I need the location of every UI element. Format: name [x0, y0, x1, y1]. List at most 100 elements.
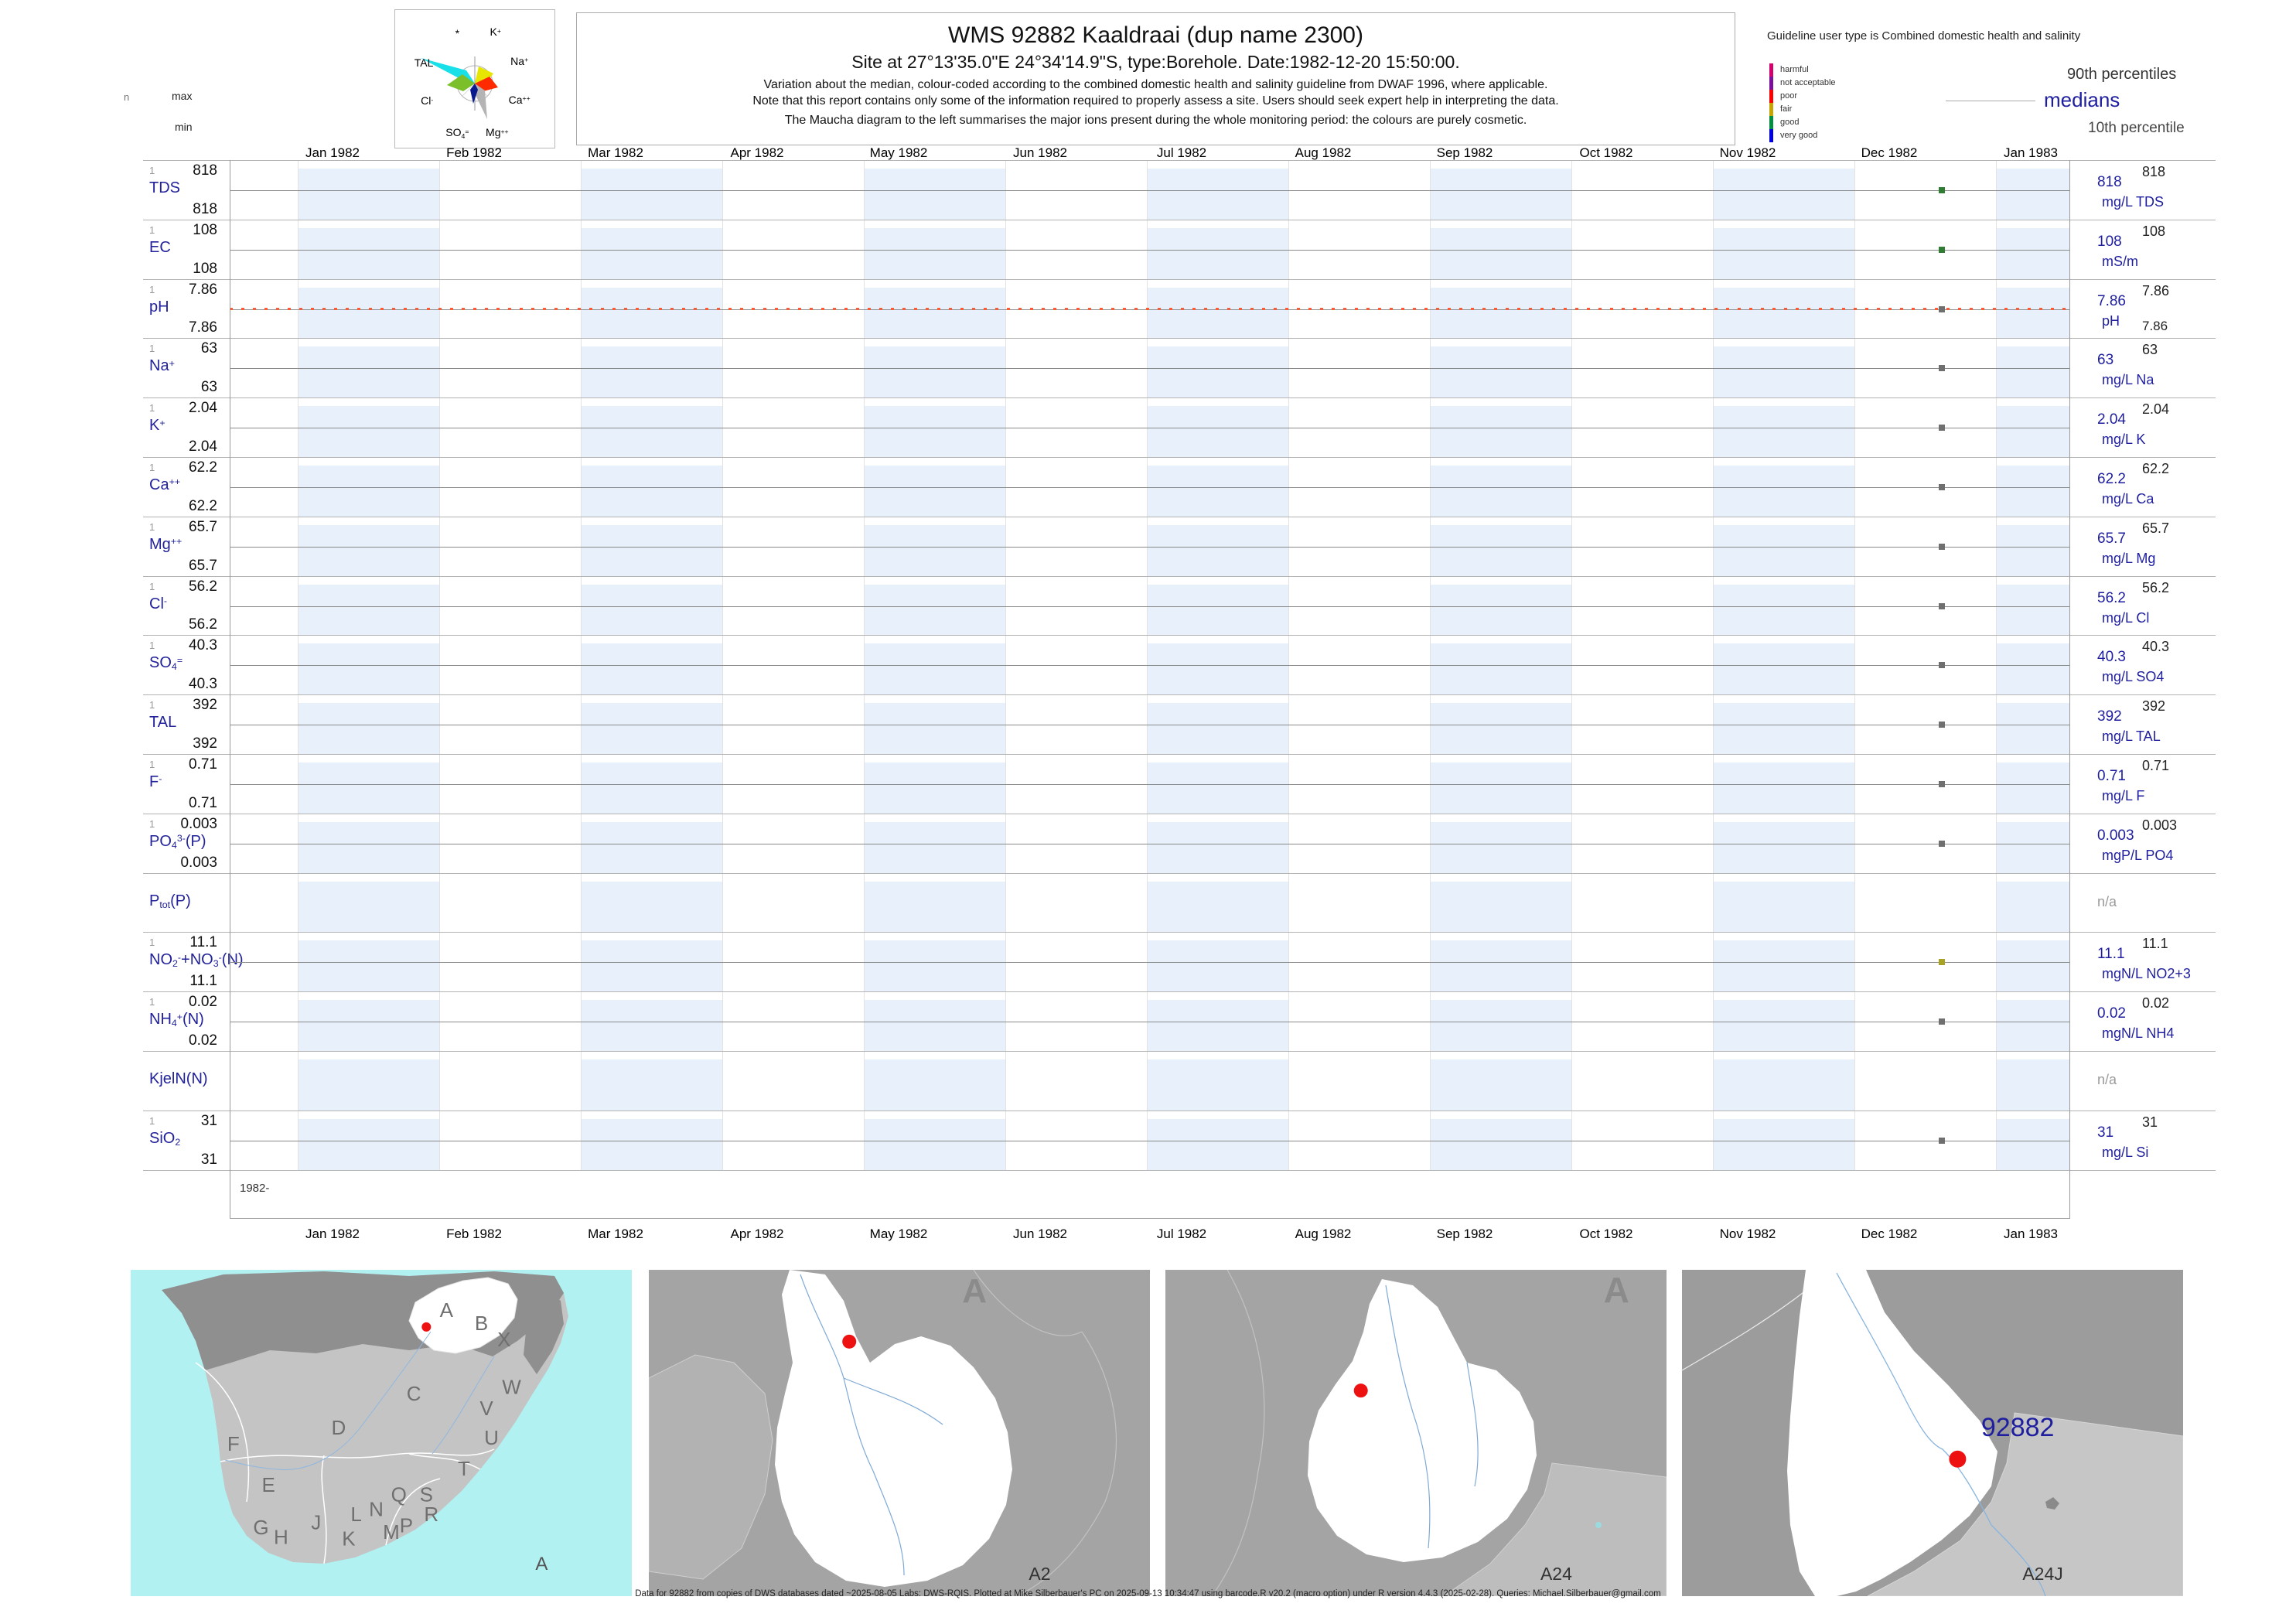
p10-value: 7.86: [2142, 318, 2168, 333]
data-point-marker: [1939, 543, 1945, 550]
neighbour-catchment: [648, 1354, 773, 1580]
month-label: Jul 1982: [1156, 1227, 1207, 1241]
month-label: Nov 1982: [1719, 1227, 1776, 1241]
month-column-band: [1147, 346, 1288, 399]
median-line: [230, 962, 2069, 964]
data-point-marker: [1939, 959, 1945, 966]
map-corner-label: A24J: [2022, 1564, 2062, 1584]
param-row-F: 1 0.71 0.71 F- 0.71 0.71 mg/L F: [143, 754, 2216, 814]
sample-count: 1: [149, 580, 155, 592]
month-label: Jan 1982: [305, 145, 360, 160]
drainage-letter-R: R: [424, 1503, 438, 1526]
month-column-band: [1147, 1118, 1288, 1171]
unit-label: mg/L Na: [2102, 372, 2154, 388]
unit-label: mgN/L NO2+3: [2102, 966, 2191, 982]
month-column-band: [1996, 287, 2069, 339]
max-value: 2.04: [189, 400, 217, 417]
max-value: 63: [200, 340, 217, 357]
sample-count: 1: [149, 165, 155, 176]
month-column-band: [1713, 584, 1854, 636]
row-plot-area: [230, 458, 2069, 517]
median-value: 56.2: [2097, 589, 2126, 606]
drainage-letter-N: N: [369, 1498, 384, 1521]
month-column-band: [864, 1059, 1005, 1111]
month-label: Sep 1982: [1436, 145, 1493, 160]
rivers: [224, 1331, 495, 1470]
row-plot-area: [230, 695, 2069, 755]
sample-count: 1: [149, 343, 155, 355]
guideline-class-label: poor: [1780, 91, 1798, 101]
month-column-band: [1430, 466, 1571, 517]
guideline-class-label: very good: [1780, 131, 1818, 140]
month-column-band: [298, 643, 439, 696]
median-value: 65.7: [2097, 530, 2126, 547]
param-row-NH4: 1 0.02 0.02 NH4+(N) 0.02 0.02 mgN/L NH4: [143, 991, 2216, 1052]
median-line: [230, 249, 2069, 251]
month-boundary-line: [1430, 873, 1431, 933]
month-label: May 1982: [869, 145, 928, 160]
row-right-labels: n/a: [2069, 874, 2216, 933]
plot-right-border: [2069, 160, 2070, 1218]
month-column-band: [1996, 1118, 2069, 1171]
median-value: 0.02: [2097, 1005, 2126, 1022]
month-column-band: [298, 524, 439, 577]
maucha-diagram: * K+ TAL Na+ Cl- Ca++ SO4= Mg++: [394, 9, 555, 148]
row-left-labels: 1 56.2 56.2 Cl-: [143, 577, 230, 636]
catchment-a2-shape: [775, 1270, 1012, 1587]
month-column-band: [1713, 881, 1854, 933]
month-label: Apr 1982: [730, 145, 784, 160]
month-column-band: [1147, 169, 1288, 220]
month-column-band: [581, 643, 722, 696]
month-column-band: [298, 1118, 439, 1171]
param-name: TAL: [149, 714, 177, 732]
month-boundary-line: [1571, 873, 1572, 933]
guideline-class-swatch: [1769, 90, 1773, 103]
row-left-labels: 1 818 818 TDS: [143, 161, 230, 220]
month-column-band: [1147, 1000, 1288, 1052]
row-right-labels: 0.003 0.003 mgP/L PO4: [2069, 814, 2216, 874]
maucha-ion-label: *: [455, 27, 460, 40]
max-value: 0.02: [189, 994, 217, 1011]
month-column-band: [581, 703, 722, 755]
site-location-dot: [421, 1322, 432, 1332]
param-row-Ptot: Ptot(P) n/a: [143, 872, 2216, 933]
rivers: [1385, 1285, 1479, 1549]
month-boundary-line: [864, 873, 865, 933]
month-column-band: [1713, 821, 1854, 874]
month-column-band: [1147, 227, 1288, 280]
median-value: 11.1: [2097, 946, 2125, 963]
month-column-band: [298, 940, 439, 993]
maucha-ion-label: Ca++: [508, 93, 531, 106]
drainage-letter-L: L: [350, 1503, 361, 1526]
param-name: TDS: [149, 179, 180, 196]
median-value: 2.04: [2097, 411, 2126, 428]
drainage-letter-M: M: [383, 1520, 400, 1544]
map-a24-labels: A A24: [1353, 1270, 1629, 1584]
maucha-star-icon: [421, 56, 498, 119]
min-value: 0.02: [189, 1032, 217, 1049]
month-column-band: [1430, 1000, 1571, 1052]
month-column-band: [1996, 584, 2069, 636]
map-corner-label: A24: [1540, 1564, 1572, 1584]
p90-value: 31: [2142, 1114, 2158, 1130]
map-primary-a2: A A2: [648, 1269, 1150, 1596]
month-column-band: [1430, 287, 1571, 339]
month-column-band: [298, 703, 439, 755]
month-column-band: [1430, 940, 1571, 993]
month-column-band: [298, 763, 439, 814]
parent-region-letter: A: [962, 1272, 987, 1310]
median-line: [230, 190, 2069, 191]
median-value: 0.003: [2097, 827, 2134, 844]
month-column-band: [1430, 821, 1571, 874]
unit-label: mg/L Ca: [2102, 491, 2154, 507]
start-year-label: 1982-: [240, 1182, 270, 1195]
month-column-band: [1713, 466, 1854, 517]
max-value: 65.7: [189, 518, 217, 535]
row-right-labels: 818 818 mg/L TDS: [2069, 161, 2216, 220]
drainage-boundaries: [195, 1362, 495, 1564]
row-plot-area: [230, 755, 2069, 814]
month-column-band: [1430, 881, 1571, 933]
p90-value: 0.003: [2142, 817, 2178, 833]
data-point-marker: [1939, 722, 1945, 728]
month-boundary-line: [1005, 873, 1006, 933]
